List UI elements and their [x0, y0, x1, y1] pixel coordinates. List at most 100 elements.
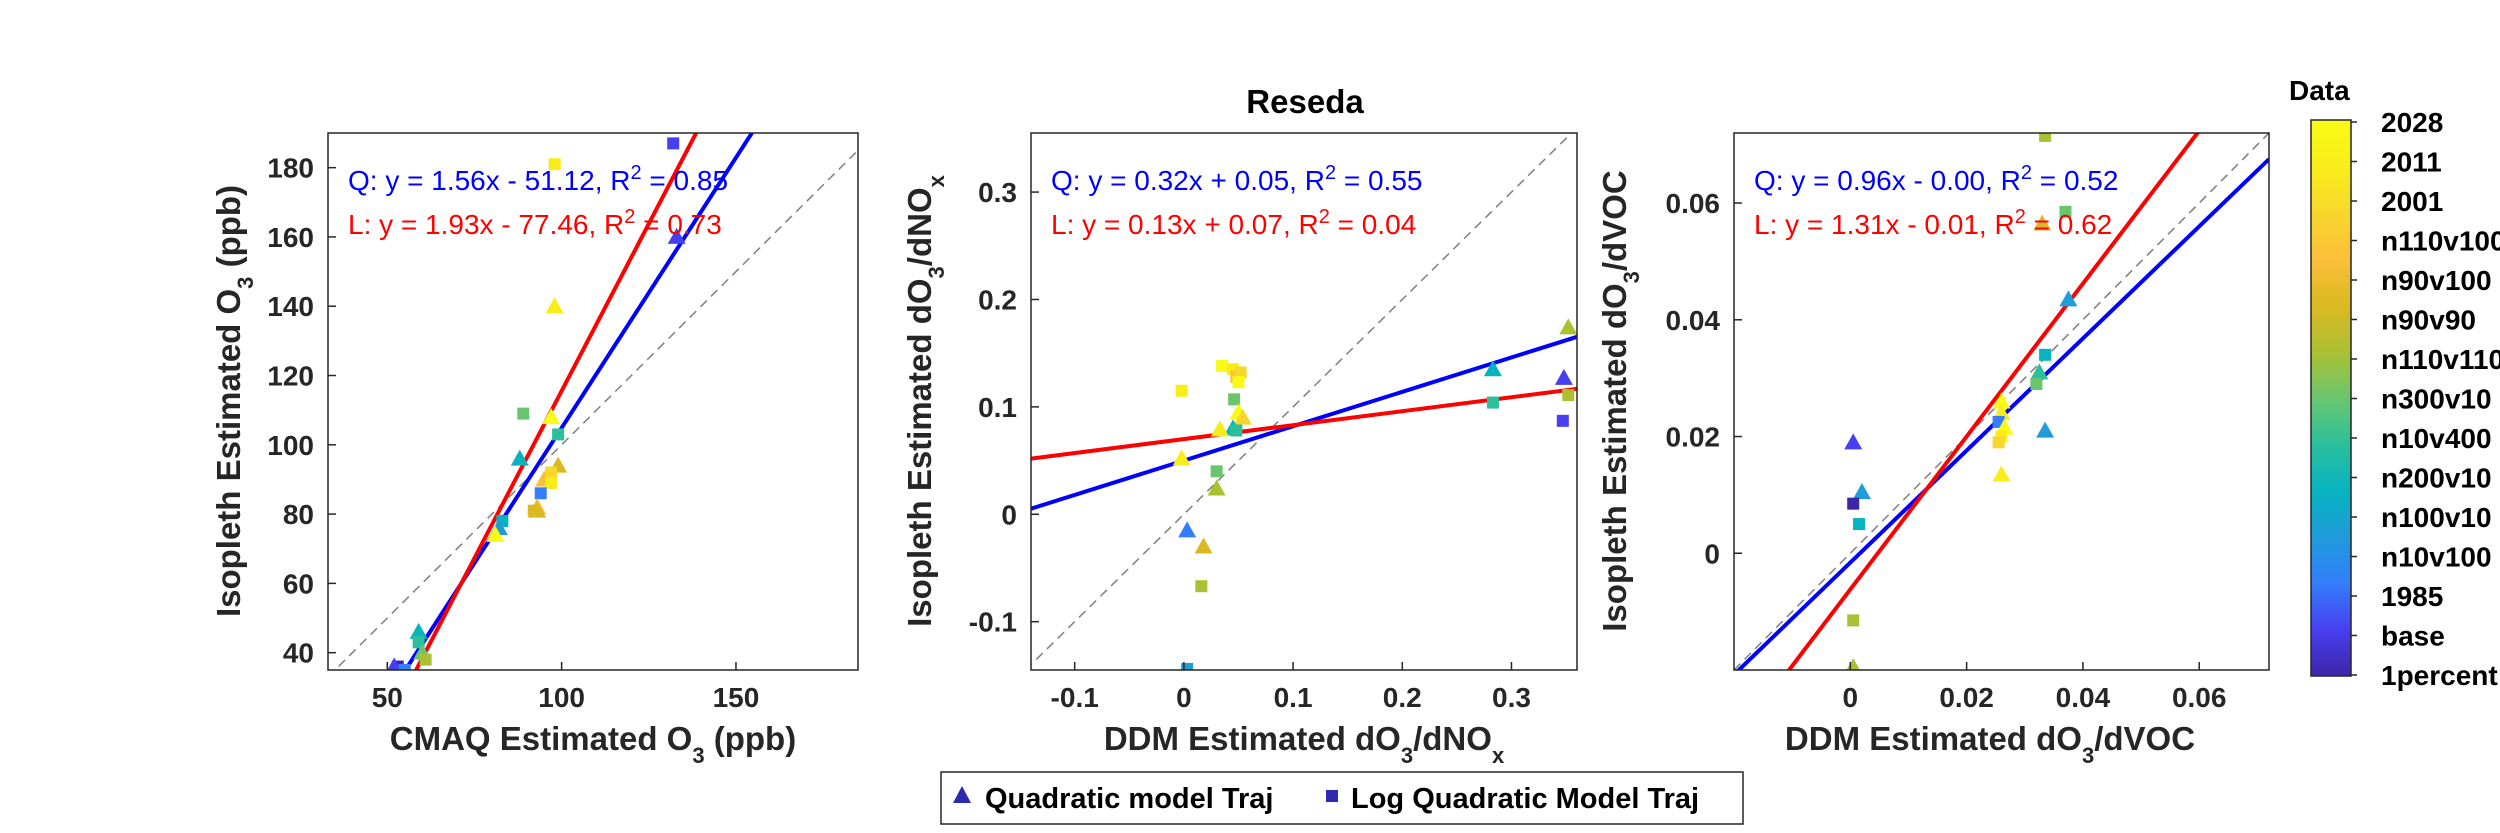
- data-point-triangle: [2036, 421, 2055, 438]
- y-tick-label: 140: [267, 291, 314, 322]
- x-tick-label: 0: [1843, 682, 1859, 713]
- x-tick-label: 150: [713, 682, 760, 713]
- axis-ticks: -0.1 0 0.1 0.2 0.3 -0.1 0 0.1 0.2 0.3: [969, 177, 1531, 713]
- axis-ticks: 50 100 150 40 60 80 100 120 140 160 180: [267, 153, 759, 713]
- x-tick-label: 50: [372, 682, 403, 713]
- legend-triangle-marker: [953, 786, 971, 803]
- data-point-triangle: [409, 622, 428, 639]
- identity-line: [333, 149, 858, 670]
- data-point-square: [2059, 205, 2072, 218]
- y-tick-label: 60: [283, 568, 314, 599]
- linear-fit-line: [413, 133, 699, 670]
- data-point-triangle: [1172, 449, 1191, 466]
- x-tick-label: 0.06: [2172, 682, 2227, 713]
- data-point-square: [1216, 360, 1229, 373]
- data-point-square: [534, 487, 547, 500]
- x-tick-label: 0.04: [2056, 682, 2111, 713]
- y-tick-label: 0.04: [1666, 305, 1721, 336]
- subplot-dvoc: 0 0.02 0.04 0.06 0 0.02 0.04 0.06 Q: y = 0.96x …: [1596, 132, 2270, 768]
- y-axis-label: Isopleth Estimated dO3/dNOx: [901, 174, 949, 626]
- colorbar-label: n100v10: [2381, 502, 2492, 533]
- y-tick-label: 0.3: [978, 177, 1017, 208]
- fit-equation: L: y = 1.93x - 77.46, R2 = 0.73: [348, 206, 722, 240]
- y-axis-label: Isopleth Estimated O3 (ppb): [210, 185, 258, 617]
- colorbar-label: 1percent: [2381, 660, 2498, 691]
- axes-box: [1733, 132, 2270, 671]
- data-point-square: [2039, 348, 2052, 361]
- data-point-square: [552, 428, 565, 441]
- y-tick-label: 120: [267, 361, 314, 392]
- y-tick-label: 40: [283, 638, 314, 669]
- data-point-square: [1562, 389, 1575, 402]
- axes-box: [327, 132, 859, 671]
- data-point-square: [1847, 497, 1860, 510]
- colorbar-label: 2028: [2381, 107, 2443, 138]
- x-tick-label: 0.3: [1492, 682, 1531, 713]
- legend-label-log-quadratic: Log Quadratic Model Traj: [1351, 783, 1699, 815]
- data-point-square: [2039, 133, 2052, 142]
- axis-ticks: 0 0.02 0.04 0.06 0 0.02 0.04 0.06: [1666, 188, 2227, 713]
- data-point-triangle: [1207, 479, 1226, 496]
- axes-box: [1030, 132, 1578, 671]
- x-tick-label: 0.2: [1383, 682, 1422, 713]
- data-point-square: [1181, 662, 1194, 670]
- x-axis-label: DDM Estimated dO3/dNOx: [1104, 720, 1505, 768]
- colorbar-label: n90v100: [2381, 265, 2492, 296]
- y-tick-label: 180: [267, 153, 314, 184]
- data-point-triangle: [387, 657, 402, 670]
- x-tick-label: -0.1: [1051, 682, 1099, 713]
- colorbar-label: n110v110: [2381, 344, 2500, 375]
- fit-equation: L: y = 0.13x + 0.07, R2 = 0.04: [1051, 206, 1416, 240]
- plot-area: [1734, 133, 2269, 670]
- colorbar-label: 2011: [2381, 147, 2442, 178]
- colorbar-label: n200v10: [2381, 463, 2492, 494]
- data-point-square: [1228, 393, 1241, 406]
- data-point-triangle: [1992, 392, 2011, 409]
- data-point-square: [1195, 580, 1208, 593]
- data-point-square: [2030, 377, 2043, 390]
- y-axis-label: Isopleth Estimated dO3/dVOC: [1596, 170, 1644, 631]
- colorbar-label: n110v100: [2381, 226, 2500, 257]
- data-point-square: [667, 137, 680, 150]
- data-point-triangle: [1233, 408, 1252, 425]
- y-tick-label: 0.2: [978, 284, 1017, 315]
- x-axis-label: CMAQ Estimated O3 (ppb): [390, 720, 796, 768]
- data-point-triangle: [1194, 537, 1213, 554]
- data-point-triangle: [667, 227, 686, 244]
- subplot-o3: 50 100 150 40 60 80 100 120 140 160 180 Q: y = 1.5…: [210, 132, 859, 768]
- fit-equations: Q: y = 1.56x - 51.12, R2 = 0.85 L: y = 1.…: [348, 162, 728, 240]
- plot-area: [333, 133, 858, 670]
- data-point-square: [545, 476, 558, 489]
- colorbar-label: n300v10: [2381, 384, 2492, 415]
- data-point-triangle: [1992, 465, 2011, 482]
- colorbar-label: n10v400: [2381, 423, 2492, 454]
- colorbar-title: Data: [2289, 75, 2350, 106]
- x-tick-label: 0: [1176, 682, 1192, 713]
- data-point-triangle: [510, 449, 529, 466]
- x-tick-label: 0.02: [1939, 682, 1994, 713]
- data-point-square: [517, 407, 530, 420]
- data-point-triangle: [542, 408, 561, 425]
- data-point-square: [1230, 424, 1243, 437]
- legend-box: [940, 771, 1744, 825]
- x-tick-label: 0.1: [1274, 682, 1313, 713]
- y-tick-label: 0: [1704, 538, 1720, 569]
- colorbar-label: n10v100: [2381, 542, 2492, 573]
- legend-square-marker: [1326, 790, 1338, 802]
- data-point-triangle: [1483, 360, 1502, 377]
- fit-equations: Q: y = 0.32x + 0.05, R2 = 0.55 L: y = 0.1…: [1051, 162, 1422, 240]
- data-point-triangle: [545, 297, 564, 314]
- fit-equation: Q: y = 1.56x - 51.12, R2 = 0.85: [348, 162, 728, 196]
- data-point-square: [419, 653, 432, 666]
- data-point-triangle: [1210, 420, 1229, 437]
- linear-fit-line: [1786, 133, 2200, 670]
- data-point-triangle: [1178, 521, 1197, 538]
- data-point-triangle: [2033, 214, 2052, 231]
- data-point-triangle: [528, 501, 547, 518]
- colorbar-gradient: [2310, 119, 2352, 677]
- data-point-triangle: [1844, 433, 1863, 450]
- colorbar: Data 2028 2011 2001 n110v100 n90v100 n90v90 n1…: [2289, 75, 2500, 691]
- data-point-square: [1556, 414, 1569, 427]
- data-point-square: [1232, 376, 1245, 389]
